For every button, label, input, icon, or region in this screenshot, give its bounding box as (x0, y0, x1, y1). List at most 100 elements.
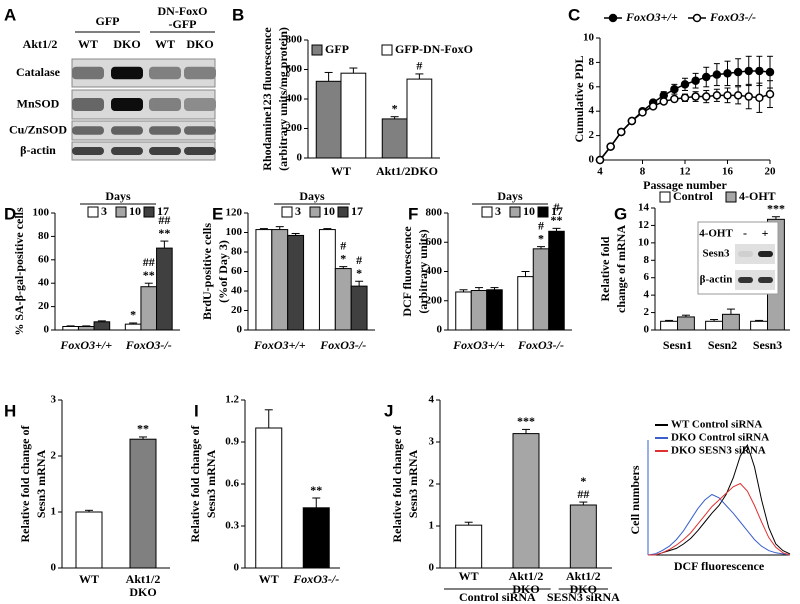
blot-band (149, 126, 181, 135)
bar (302, 507, 330, 569)
bar (271, 229, 289, 331)
legend-swatch (87, 206, 99, 218)
row-label: Cu/ZnSOD (9, 122, 67, 136)
point (712, 91, 722, 100)
blot-band (111, 146, 143, 156)
legend-label: DKO Control siRNA (671, 432, 769, 444)
x-tick-label: FoxO3-/- (319, 338, 366, 352)
legend-title: Days (299, 189, 325, 203)
point (723, 69, 732, 78)
blot-band (72, 126, 104, 135)
point (627, 116, 637, 126)
panel-label: B (232, 5, 244, 24)
x-tick-label: Sesn2 (708, 338, 737, 352)
inset-strip (735, 270, 775, 290)
x-tick-label: FoxO3-/- (292, 572, 339, 586)
x-tick-label: WT (259, 572, 279, 586)
x-axis-label: Passage number (643, 178, 727, 192)
x-tick-label: Akt1/2 (566, 569, 601, 583)
legend-label: 4-OHT (739, 189, 776, 203)
row-label: MnSOD (17, 96, 60, 110)
row-label: β-actin (20, 143, 56, 157)
point (680, 80, 690, 89)
y-tick-label: 3 (51, 394, 57, 406)
lane-label: WT (78, 37, 98, 51)
x-tick-label: FoxO3-/- (125, 338, 172, 352)
group-label: DN-FoxO (158, 4, 208, 18)
significance: # (538, 218, 544, 232)
x-tick-label: Akt1/2 (509, 569, 544, 583)
legend-label: 3 (101, 204, 107, 218)
x-tick-label: 8 (640, 166, 646, 178)
legend-marker (608, 13, 618, 23)
point (744, 92, 753, 101)
bar (255, 427, 283, 569)
point (670, 84, 679, 94)
point (702, 72, 711, 82)
bar (470, 290, 488, 331)
legend-marker (692, 13, 702, 23)
panel-label: J (384, 401, 393, 420)
bar (517, 276, 534, 331)
x-tick-label: 4 (597, 166, 603, 178)
significance: ## (577, 487, 589, 501)
legend-label: 3 (295, 204, 301, 218)
y-axis-label: Relative fold change of (18, 425, 32, 543)
significance: * (580, 474, 586, 488)
y-tick-label: 12 (638, 219, 650, 231)
point (733, 67, 743, 77)
y-tick-label: 40 (231, 285, 243, 297)
y-tick-label: 4 (589, 105, 595, 117)
inset-row: Sesn3 (703, 248, 730, 260)
legend-label: FoxO3-/- (709, 10, 756, 24)
x-tick-label: Akt1/2DKO (376, 164, 438, 178)
point (670, 94, 679, 104)
y-tick-label: 1.2 (225, 394, 239, 406)
bar (455, 524, 483, 569)
x-tick-label: FoxO3-/- (517, 338, 564, 352)
y-tick-label: 200 (426, 294, 443, 306)
legend-swatch (115, 206, 127, 218)
point (702, 92, 711, 101)
lane-label: DKO (186, 37, 213, 51)
y-tick-label: 400 (426, 265, 443, 277)
blot-band (111, 66, 143, 80)
y-tick-label: 0 (44, 324, 50, 336)
inset-row: β-actin (700, 274, 733, 286)
bar (315, 80, 342, 159)
histogram-curve (648, 482, 791, 556)
bar (75, 511, 103, 569)
y-axis-label: Cumulative PDL (572, 56, 586, 143)
y-tick-label: 8 (644, 254, 650, 266)
blot-band (184, 146, 216, 156)
group-label: SESN3 siRNA (547, 590, 620, 604)
bar (62, 325, 79, 331)
y-tick-label: 6 (589, 80, 595, 92)
legend-swatch (281, 206, 293, 218)
y-axis-label: Relative fold change of (188, 425, 202, 543)
y-tick-label: 0.6 (225, 478, 239, 490)
bar (318, 229, 336, 331)
inset-lane: - (743, 226, 747, 240)
y-axis-label: (%of Day 3) (216, 240, 230, 303)
panel-label: F (408, 204, 418, 223)
legend-title: Days (105, 189, 131, 203)
point (691, 76, 700, 85)
x-tick-label: FoxO3+/+ (452, 338, 505, 352)
y-tick-label: 120 (226, 207, 243, 219)
legend-label: 10 (523, 204, 535, 218)
legend-label: 10 (323, 204, 335, 218)
legend-label: 10 (129, 204, 141, 218)
x-axis-label: DCF fluorescence (674, 559, 765, 573)
significance: # (356, 253, 362, 267)
series-line (599, 93, 771, 161)
bar (334, 268, 352, 331)
blot-band (111, 97, 143, 112)
point (691, 92, 700, 101)
significance: # (416, 59, 422, 73)
point (765, 67, 775, 77)
legend-swatch (381, 44, 393, 56)
bar (532, 248, 550, 331)
y-tick-label: 40 (38, 277, 50, 289)
y-axis-label: Relative fold change of (390, 425, 404, 543)
